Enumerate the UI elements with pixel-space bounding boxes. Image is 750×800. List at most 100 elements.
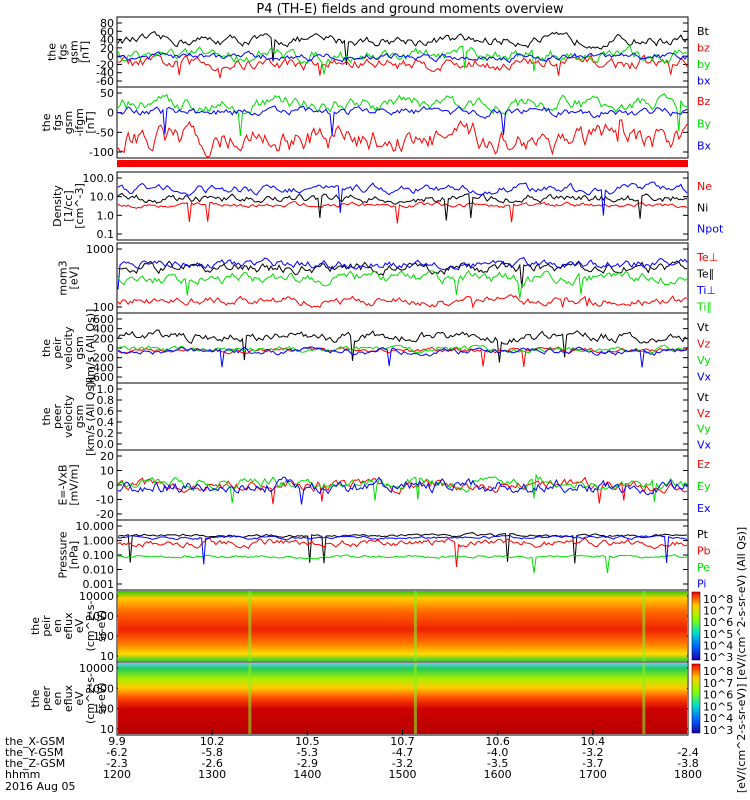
panel-p9: [116, 589, 701, 663]
color-bar-label: [eV/(cm^2-s-sr-eV)] [eV/(cm^2-s-sr-eV) (…: [735, 527, 748, 793]
x-gsm-value: 9.9: [108, 735, 126, 748]
legend-Npot: Npot: [697, 223, 724, 236]
spectrogram-stripe: [248, 591, 252, 661]
color-bar-tick: 10^6: [703, 689, 733, 702]
hhmm-value: 1500: [389, 768, 417, 781]
y-gsm-value: -6.2: [106, 746, 127, 759]
y-axis-label: fgs: [57, 43, 70, 60]
panel-p3: [116, 171, 689, 241]
legend-Ez: Ez: [697, 458, 710, 471]
y-axis-label: peir: [51, 337, 64, 359]
y-axis-label: the: [29, 617, 42, 635]
y-axis-label: [nT]: [79, 41, 92, 63]
y-tick-label: 1000: [86, 610, 114, 623]
series-Ne: [117, 201, 688, 224]
legend-bz: bz: [697, 42, 710, 55]
y-tick-label: 100: [93, 703, 114, 716]
series-Pt: [117, 532, 688, 564]
panel-p5: [116, 312, 689, 384]
legend-Vx: Vx: [697, 438, 712, 451]
z-gsm-value: -2.6: [201, 757, 222, 770]
y-axis-label: Density: [51, 185, 64, 227]
y-tick-label: 100: [93, 301, 114, 314]
y-tick-label: -200: [89, 352, 114, 365]
row-label-3: hhmm: [5, 768, 40, 781]
row-label-0: the_X-GSM: [5, 735, 65, 748]
x-gsm-value: 10.4: [581, 735, 606, 748]
date-label: 2016 Aug 05: [5, 780, 75, 793]
series-Ex: [117, 476, 688, 505]
x-gsm-value: 10.7: [390, 735, 415, 748]
z-gsm-value: -3.2: [392, 757, 413, 770]
panel-p10: [116, 661, 701, 736]
panel-p8: [116, 519, 689, 591]
y-axis-label: eflux: [62, 684, 75, 712]
y-gsm-value: -2.4: [677, 746, 698, 759]
y-axis-label: the: [40, 113, 53, 131]
y-gsm-value: -5.3: [297, 746, 318, 759]
y-axis-label: sr-eV): [95, 682, 108, 714]
y-tick-label: 10: [100, 465, 114, 478]
spectrogram-stripe: [413, 591, 417, 661]
y-axis-label: eV: [73, 618, 86, 633]
y-tick-label: 0.001: [83, 578, 115, 591]
y-axis-label: [nPa]: [68, 541, 81, 569]
panel-frame: [116, 382, 689, 451]
series-Pe: [117, 554, 688, 574]
y-axis-label: velocity: [62, 395, 75, 438]
z-gsm-value: -3.7: [582, 757, 603, 770]
y-axis-label: peir: [40, 615, 53, 637]
series-Vx: [117, 346, 688, 368]
y-axis-label: the: [40, 339, 53, 357]
y-axis-label: gsm: [62, 111, 75, 134]
y-axis-label: the: [40, 407, 53, 425]
y-axis-label: [km/s (All Qs)]: [84, 309, 97, 388]
series-Bt: [117, 30, 688, 65]
legend-Pi: Pi: [697, 578, 706, 591]
y-tick-label: 60: [100, 25, 114, 38]
y-axis-label: sr-eV): [95, 610, 108, 642]
color-bar-tick: 10^3: [703, 651, 733, 664]
series-Bz: [117, 119, 688, 158]
y-tick-label: 200: [93, 332, 114, 345]
series-Pb: [117, 537, 688, 567]
legend-Vt: Vt: [697, 321, 710, 334]
legend-Bt: Bt: [697, 25, 710, 38]
y-tick-label: 0: [107, 479, 114, 492]
hhmm-value: 1300: [198, 768, 226, 781]
x-gsm-value: 10.6: [485, 735, 510, 748]
legend-Vx: Vx: [697, 371, 712, 384]
panel-p7: [116, 449, 689, 521]
legend-Pb: Pb: [697, 545, 711, 558]
y-axis-label: mom3: [57, 260, 70, 295]
row-label-1: the_Y-GSM: [5, 746, 63, 759]
y-axis-label: [km/s (All Qs)]: [84, 377, 97, 456]
y-tick-label: 0.2: [97, 427, 115, 440]
y-axis-label: en: [51, 619, 64, 633]
y-axis-label: peer: [51, 404, 64, 430]
series-Bx: [117, 105, 688, 136]
y-tick-label: 1000: [86, 243, 114, 256]
y-tick-label: -60: [96, 75, 114, 88]
row-label-2: the_Z-GSM: [5, 757, 65, 770]
panel-p1: [116, 16, 689, 88]
y-tick-label: 0.1: [97, 228, 115, 241]
hhmm-value: 1700: [579, 768, 607, 781]
y-tick-label: -40: [96, 67, 114, 80]
legend-Te∥: Te∥: [696, 268, 714, 281]
legend-Bx: Bx: [697, 140, 712, 153]
color-bar-tick: 10^3: [703, 724, 733, 737]
panel-p2: [116, 86, 689, 159]
y-tick-label: 10: [100, 723, 114, 736]
legend-By: By: [697, 117, 712, 130]
series-Ti∥: [117, 270, 688, 299]
spectrogram-stripe: [248, 663, 252, 734]
legend-by: by: [697, 58, 711, 71]
legend-Pt: Pt: [697, 528, 709, 541]
hhmm-value: 1200: [103, 768, 131, 781]
y-tick-label: 10: [100, 650, 114, 663]
series-Ni: [117, 192, 688, 221]
y-tick-label: -600: [89, 371, 114, 384]
